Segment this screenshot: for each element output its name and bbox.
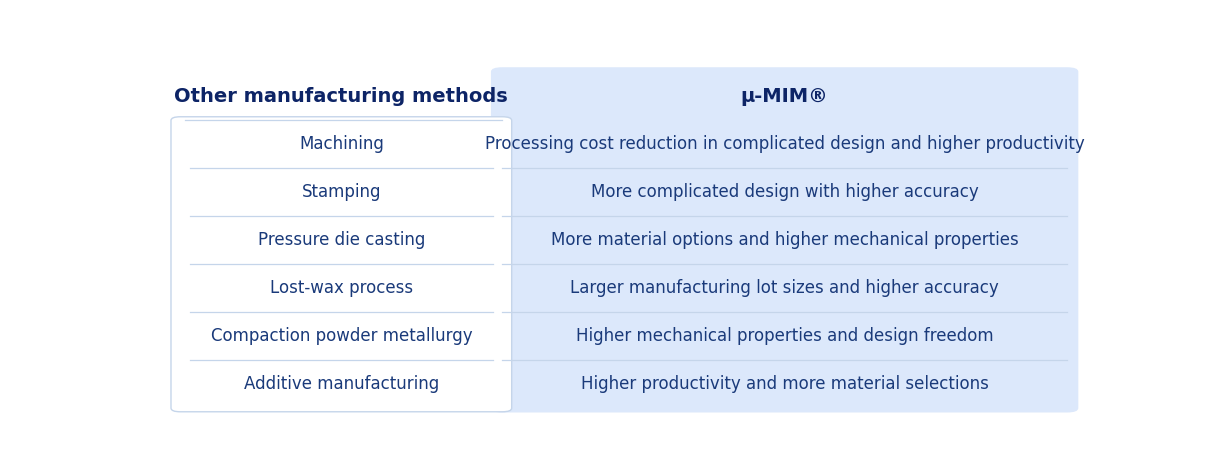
Text: Stamping: Stamping	[302, 183, 381, 201]
Text: Additive manufacturing: Additive manufacturing	[243, 375, 439, 393]
Text: μ-MIM®: μ-MIM®	[741, 86, 829, 105]
Text: Compaction powder metallurgy: Compaction powder metallurgy	[211, 327, 472, 345]
Text: Higher mechanical properties and design freedom: Higher mechanical properties and design …	[576, 327, 993, 345]
Text: Machining: Machining	[299, 135, 383, 153]
Text: Other manufacturing methods: Other manufacturing methods	[174, 86, 509, 105]
Text: Larger manufacturing lot sizes and higher accuracy: Larger manufacturing lot sizes and highe…	[571, 279, 999, 297]
Text: More material options and higher mechanical properties: More material options and higher mechani…	[551, 231, 1019, 249]
FancyBboxPatch shape	[170, 117, 511, 412]
Text: Higher productivity and more material selections: Higher productivity and more material se…	[581, 375, 988, 393]
Text: More complicated design with higher accuracy: More complicated design with higher accu…	[590, 183, 978, 201]
Text: Pressure die casting: Pressure die casting	[258, 231, 425, 249]
Text: Processing cost reduction in complicated design and higher productivity: Processing cost reduction in complicated…	[484, 135, 1084, 153]
FancyBboxPatch shape	[490, 67, 1078, 412]
Text: Lost-wax process: Lost-wax process	[270, 279, 413, 297]
